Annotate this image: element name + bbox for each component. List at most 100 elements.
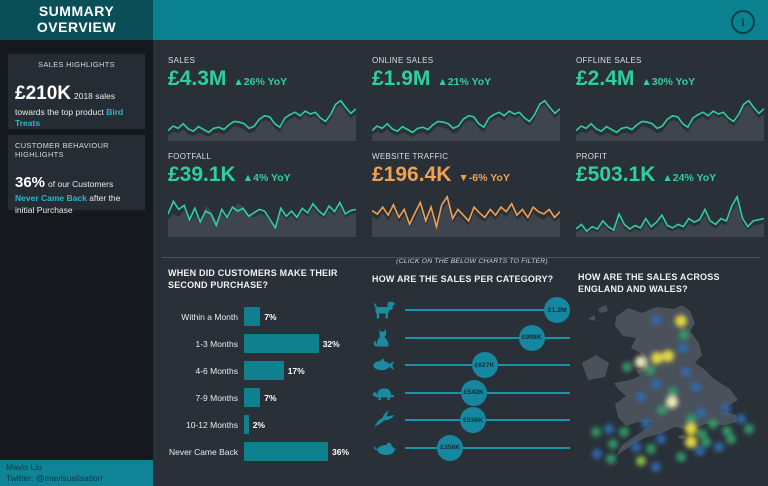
lolli-marker-dog[interactable]: £1.2M [544, 297, 571, 324]
heatmap-dots [591, 315, 754, 473]
bar-row-4-6-months: 4-6 Months 17% [168, 357, 366, 384]
kpi-profit-value: £503.1K [576, 163, 656, 186]
sales-highlights-card: SALES HIGHLIGHTS £210K 2018 sales towards… [8, 54, 145, 129]
kpi-footfall[interactable]: FOOTFALL £39.1K ▲4% YoY [168, 152, 360, 244]
kpi-sales-sparkline [168, 95, 360, 146]
page-title: SUMMARY OVERVIEW [0, 0, 153, 40]
lolli-line [405, 336, 570, 339]
bar-label: 7-9 Months [195, 392, 238, 403]
bar-value-label: 2% [252, 419, 265, 430]
lolli-track: £998K [405, 324, 570, 351]
behaviour-highlights-highlight: Never Came Back [15, 193, 87, 204]
category-sales-chart: (CLICK ON THE BELOW CHARTS TO FILTER) HO… [372, 258, 572, 462]
kpi-footfall-label: FOOTFALL [168, 152, 212, 161]
lolli-line [405, 419, 570, 422]
kpi-online-sales-value: £1.9M [372, 67, 431, 90]
author-twitter[interactable]: Twitter: @mavisualisation [6, 473, 103, 484]
tortoise-icon [372, 382, 397, 404]
sales-highlights-value: £210K [15, 83, 71, 104]
lolli-marker-fish[interactable]: £627K [471, 352, 498, 379]
bar-value-label: 7% [264, 311, 277, 322]
lolli-track: £542K [405, 379, 570, 406]
map-northern-ireland [582, 355, 609, 381]
lolli-marker-cat[interactable]: £998K [518, 324, 545, 351]
kpi-footfall-sparkline [168, 191, 360, 242]
behaviour-highlights-after: after the initial Purchase [15, 193, 121, 215]
author-footer: Mavis Liu Twitter: @mavisualisation [0, 460, 153, 486]
bar-label: 4-6 Months [195, 365, 238, 376]
behaviour-highlights-value: 36% [15, 174, 46, 191]
map-island-fragment [588, 315, 596, 322]
lolli-line [405, 391, 570, 394]
map-island-fragment [598, 305, 608, 314]
england-wales-map[interactable] [578, 303, 764, 486]
sales-highlights-text: £210K 2018 sales towards the top product … [15, 81, 138, 130]
bar-row-within-a-month: Within a Month 7% [168, 303, 366, 330]
second-purchase-title: WHEN DID CUSTOMERS MAKE THEIR SECOND PUR… [168, 268, 338, 290]
lolli-row-dog: £1.2M [372, 297, 572, 325]
header-bar: SUMMARY OVERVIEW i [0, 0, 768, 40]
kpi-offline-sales-label: OFFLINE SALES [576, 56, 642, 65]
kpi-footfall-delta: ▲4% YoY [242, 172, 291, 184]
bar-7-9-months[interactable] [244, 388, 261, 408]
bar-label: 1-3 Months [195, 338, 238, 349]
info-icon[interactable]: i [731, 10, 755, 34]
bar-value-label: 32% [322, 338, 340, 349]
sales-highlights-before: 2018 sales towards the top product [15, 91, 116, 117]
kpi-offline-sales-value: £2.4M [576, 67, 635, 90]
bar-label: Within a Month [181, 311, 238, 322]
kpi-sales-delta: ▲26% YoY [233, 76, 288, 88]
page-title-line1: SUMMARY [38, 3, 115, 20]
sidebar: SALES HIGHLIGHTS £210K 2018 sales towards… [0, 40, 153, 486]
kpi-profit-delta: ▲24% YoY [662, 172, 717, 184]
page-title-line2: OVERVIEW [36, 19, 117, 35]
bar-10-12-months[interactable] [244, 415, 249, 435]
bar-4-6-months[interactable] [244, 361, 284, 381]
lolli-value-label: £627K [474, 361, 495, 369]
behaviour-highlights-before: of our Customers [48, 179, 114, 189]
bar-row-1-3-months: 1-3 Months 32% [168, 330, 366, 357]
lolli-row-mouse: £356K [372, 434, 572, 462]
bar-label: 10-12 Months [186, 419, 238, 430]
bar-label: Never Came Back [169, 446, 238, 457]
bar-1-3-months[interactable] [244, 334, 319, 354]
bird-icon [372, 409, 397, 431]
category-sales-title: HOW ARE THE SALES PER CATEGORY? [372, 274, 554, 284]
sales-highlights-title: SALES HIGHLIGHTS [38, 60, 115, 69]
lolli-row-fish: £627K [372, 352, 572, 380]
map-isle-of-wight [678, 435, 686, 440]
lolli-value-label: £998K [521, 334, 542, 342]
kpi-website-traffic-label: WEBSITE TRAFFIC [372, 152, 449, 161]
lolli-track: £1.2M [405, 297, 571, 324]
kpi-offline-sales-delta: ▲30% YoY [641, 76, 696, 88]
bar-value-label: 36% [332, 446, 350, 457]
fish-icon [372, 354, 397, 376]
kpi-sales[interactable]: SALES £4.3M ▲26% YoY [168, 56, 360, 148]
lolli-marker-tortoise[interactable]: £542K [460, 379, 487, 406]
lolli-line [405, 309, 570, 312]
kpi-website-traffic[interactable]: WEBSITE TRAFFIC £196.4K ▼-6% YoY [372, 152, 564, 244]
lolli-track: £536K [405, 407, 570, 434]
kpi-offline-sales[interactable]: OFFLINE SALES £2.4M ▲30% YoY [576, 56, 768, 148]
behaviour-highlights-card: CUSTOMER BEHAVIOUR HIGHLIGHTS 36% of our … [8, 135, 145, 215]
sales-highlights-highlight: Bird Treats [15, 106, 124, 129]
filter-hint: (CLICK ON THE BELOW CHARTS TO FILTER) [396, 258, 548, 265]
bar-within-a-month[interactable] [244, 307, 261, 327]
map-landmass [614, 305, 738, 457]
lolli-marker-mouse[interactable]: £356K [437, 434, 464, 461]
bar-row-10-12-months: 10-12 Months 2% [168, 411, 366, 438]
category-sales-rows: £1.2M £998K £627K [372, 297, 572, 462]
kpi-profit[interactable]: PROFIT £503.1K ▲24% YoY [576, 152, 768, 244]
sales-map-title: HOW ARE THE SALES ACROSS ENGLAND AND WAL… [578, 272, 720, 294]
lolli-line [405, 446, 570, 449]
lolli-marker-bird[interactable]: £536K [459, 407, 486, 434]
kpi-offline-sales-sparkline [576, 95, 768, 146]
second-purchase-chart: WHEN DID CUSTOMERS MAKE THEIR SECOND PUR… [168, 268, 366, 465]
bar-never-came-back[interactable] [244, 442, 328, 462]
kpi-profit-sparkline [576, 191, 768, 242]
kpi-website-traffic-value: £196.4K [372, 163, 452, 186]
kpi-online-sales[interactable]: ONLINE SALES £1.9M ▲21% YoY [372, 56, 564, 148]
behaviour-highlights-text: 36% of our Customers Never Came Back afte… [15, 173, 138, 216]
lolli-value-label: £356K [440, 444, 461, 452]
kpi-online-sales-delta: ▲21% YoY [437, 76, 492, 88]
